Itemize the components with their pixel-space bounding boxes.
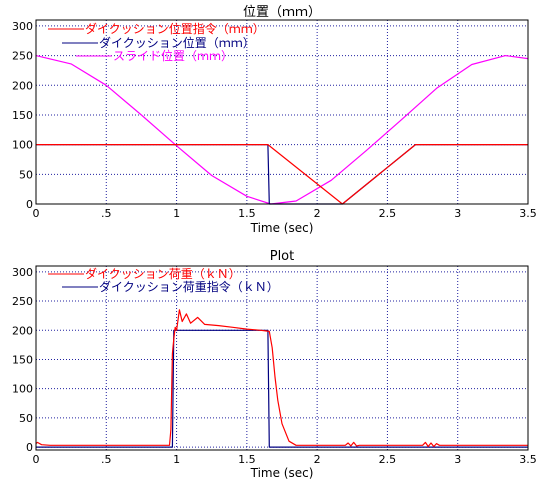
legend-label-load-command: ダイクッション荷重指令（ｋＮ） bbox=[99, 279, 279, 294]
y-tick-label: 250 bbox=[12, 295, 33, 308]
legend: ダイクッション位置指令（ｍｍ） ダイクッション位置（ｍｍ） スライド位置（ｍｍ） bbox=[48, 21, 265, 63]
y-tick-label: 100 bbox=[12, 139, 33, 152]
y-tick-label: 50 bbox=[19, 412, 33, 425]
chart-title: Plot bbox=[270, 249, 295, 264]
y-tick-label: 0 bbox=[26, 198, 33, 211]
series-line bbox=[36, 329, 528, 448]
legend: ダイクッション荷重（ｋＮ） ダイクッション荷重指令（ｋＮ） bbox=[48, 266, 279, 294]
series-lines bbox=[35, 309, 528, 448]
y-tick-label: 200 bbox=[12, 79, 33, 92]
x-tick-labels: 0 .5 1 1.5 2 2.5 3 3.5 bbox=[33, 207, 537, 220]
x-tick-label: .5 bbox=[101, 453, 112, 466]
x-tick-label: 2 bbox=[314, 207, 321, 220]
legend-label-position: ダイクッション位置（ｍｍ） bbox=[99, 35, 255, 50]
x-axis-label: Time (sec) bbox=[250, 466, 314, 480]
x-tick-label: 1 bbox=[173, 207, 180, 220]
x-tick-label: 2 bbox=[314, 453, 321, 466]
x-tick-label: 2.5 bbox=[379, 453, 397, 466]
y-tick-label: 250 bbox=[12, 50, 33, 63]
series-line bbox=[35, 54, 529, 205]
y-tick-label: 0 bbox=[26, 441, 33, 454]
y-tick-label: 300 bbox=[12, 266, 33, 279]
series-line bbox=[35, 309, 528, 448]
y-tick-label: 150 bbox=[12, 353, 33, 366]
x-tick-labels: 0 .5 1 1.5 2 2.5 3 3.5 bbox=[33, 453, 537, 466]
x-tick-label: 0 bbox=[33, 207, 40, 220]
grid bbox=[36, 20, 528, 204]
chart-title: 位置（ｍｍ） bbox=[243, 5, 321, 20]
y-tick-label: 200 bbox=[12, 324, 33, 337]
series-lines bbox=[35, 54, 529, 205]
y-tick-label: 50 bbox=[19, 168, 33, 181]
legend-label-position-command: ダイクッション位置指令（ｍｍ） bbox=[85, 21, 265, 36]
x-tick-label: 3.5 bbox=[519, 207, 537, 220]
x-tick-label: 3 bbox=[454, 453, 461, 466]
plot-frame bbox=[35, 265, 529, 451]
x-tick-label: 2.5 bbox=[379, 207, 397, 220]
x-tick-label: 1.5 bbox=[238, 453, 256, 466]
legend-label-load: ダイクッション荷重（ｋＮ） bbox=[85, 266, 241, 281]
chart-load: Plot ダイクッション荷重（ｋＮ） ダイクッション荷重指令（ｋＮ） 0 .5 1 1… bbox=[12, 249, 537, 480]
y-tick-labels: 0 50 100 150 200 250 300 bbox=[12, 266, 33, 454]
x-tick-label: 3 bbox=[454, 207, 461, 220]
x-axis-label: Time (sec) bbox=[250, 221, 314, 235]
y-tick-label: 300 bbox=[12, 20, 33, 33]
plot-frame bbox=[35, 19, 529, 205]
y-tick-label: 100 bbox=[12, 383, 33, 396]
chart-position: 位置（ｍｍ） ダイクッション位置指令（ｍｍ） ダイクッション位置（ｍｍ） スライ… bbox=[12, 5, 537, 235]
y-tick-labels: 0 50 100 150 200 250 300 bbox=[12, 20, 33, 211]
legend-label-slide-position: スライド位置（ｍｍ） bbox=[113, 48, 233, 63]
x-tick-label: .5 bbox=[101, 207, 112, 220]
y-tick-label: 150 bbox=[12, 109, 33, 122]
x-tick-label: 0 bbox=[33, 453, 40, 466]
x-tick-label: 1.5 bbox=[238, 207, 256, 220]
x-tick-label: 3.5 bbox=[519, 453, 537, 466]
x-tick-label: 1 bbox=[173, 453, 180, 466]
